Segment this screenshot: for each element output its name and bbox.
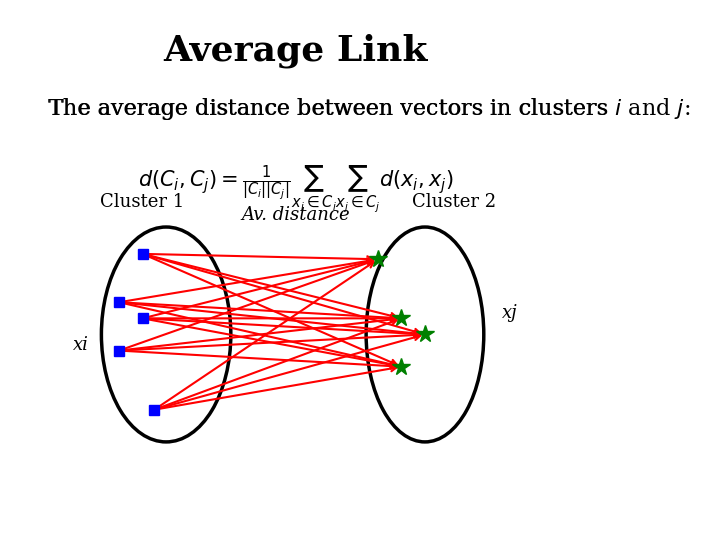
Text: xj: xj [503, 304, 518, 322]
Text: $d(C_i, C_j) = \frac{1}{|C_i||C_j|} \sum_{x_i \in C_i} \sum_{x_j \in C_j} d(x_i,: $d(C_i, C_j) = \frac{1}{|C_i||C_j|} \sum… [138, 164, 454, 215]
Text: The average distance between vectors in clusters: The average distance between vectors in … [48, 98, 616, 120]
Text: Cluster 2: Cluster 2 [413, 193, 496, 211]
Text: The average distance between vectors in clusters $i$ and $j$:: The average distance between vectors in … [48, 96, 690, 122]
Text: Av. distance: Av. distance [241, 206, 350, 224]
Text: Average Link: Average Link [163, 33, 428, 68]
Text: xi: xi [73, 336, 89, 354]
Text: Cluster 1: Cluster 1 [101, 193, 185, 211]
